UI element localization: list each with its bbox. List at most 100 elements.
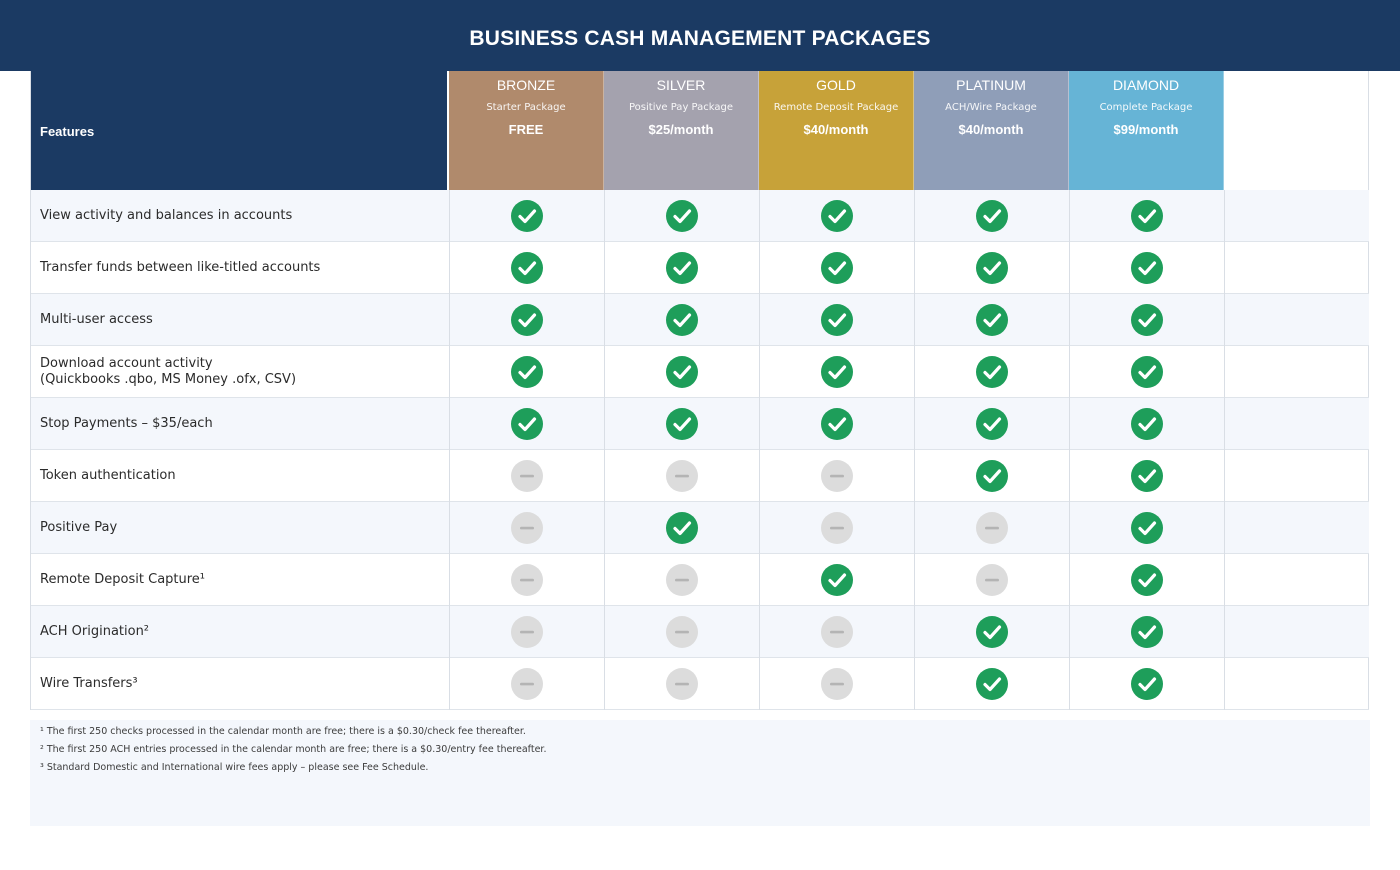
package-price: $99/month	[1113, 122, 1179, 137]
features-header-label: Features	[40, 124, 95, 139]
package-price: $40/month	[803, 122, 869, 137]
check-icon	[1130, 200, 1163, 232]
package-subtitle: ACH/Wire Package	[945, 102, 1037, 113]
not-included-icon	[975, 564, 1008, 596]
column-divider	[759, 190, 760, 710]
column-divider	[1224, 190, 1225, 710]
check-icon	[820, 304, 853, 336]
feature-label: Remote Deposit Capture¹	[40, 571, 206, 587]
not-included-icon	[665, 668, 698, 700]
not-included-icon	[510, 616, 543, 648]
package-name: SILVER	[656, 77, 706, 93]
check-icon	[975, 200, 1008, 232]
check-icon	[820, 200, 853, 232]
not-included-icon	[975, 512, 1008, 544]
column-divider	[604, 190, 605, 710]
check-icon	[665, 252, 698, 284]
table-row: Token authentication	[31, 450, 1369, 502]
check-icon	[975, 356, 1008, 388]
table-row: View activity and balances in accounts	[31, 190, 1369, 242]
package-subtitle: Complete Package	[1099, 102, 1193, 113]
package-header-gold: GOLD Remote Deposit Package $40/month	[759, 71, 914, 190]
not-included-icon	[510, 512, 543, 544]
header-divider	[447, 71, 450, 190]
check-icon	[1130, 512, 1163, 544]
check-icon	[820, 356, 853, 388]
feature-label: Transfer funds between like-titled accou…	[40, 259, 321, 275]
check-icon	[665, 200, 698, 232]
not-included-icon	[820, 512, 853, 544]
check-icon	[665, 304, 698, 336]
package-header-bronze: BRONZE Starter Package FREE	[449, 71, 604, 190]
not-included-icon	[820, 616, 853, 648]
check-icon	[510, 200, 543, 232]
check-icon	[975, 304, 1008, 336]
not-included-icon	[510, 460, 543, 492]
table-row: Download account activity (Quickbooks .q…	[31, 346, 1369, 398]
check-icon	[510, 304, 543, 336]
feature-label: ACH Origination²	[40, 623, 150, 639]
not-included-icon	[820, 460, 853, 492]
column-divider	[449, 190, 450, 710]
package-subtitle: Positive Pay Package	[629, 102, 733, 113]
not-included-icon	[510, 668, 543, 700]
check-icon	[1130, 668, 1163, 700]
footnote-1: ¹ The first 250 checks processed in the …	[40, 726, 526, 737]
not-included-icon	[665, 616, 698, 648]
check-icon	[1130, 356, 1163, 388]
check-icon	[510, 252, 543, 284]
package-subtitle: Starter Package	[486, 102, 566, 113]
feature-label: View activity and balances in accounts	[40, 207, 293, 223]
feature-label: Token authentication	[40, 467, 176, 483]
check-icon	[975, 616, 1008, 648]
check-icon	[975, 460, 1008, 492]
package-header-silver: SILVER Positive Pay Package $25/month	[604, 71, 759, 190]
package-subtitle: Remote Deposit Package	[773, 102, 899, 113]
check-icon	[1130, 460, 1163, 492]
feature-label: Stop Payments – $35/each	[40, 415, 213, 431]
package-name: BRONZE	[496, 77, 556, 93]
check-icon	[1130, 564, 1163, 596]
table-row: Multi-user access	[31, 294, 1369, 346]
feature-label: Multi-user access	[40, 311, 153, 327]
check-icon	[1130, 408, 1163, 440]
footnote-2: ² The first 250 ACH entries processed in…	[40, 744, 547, 755]
package-header-platinum: PLATINUM ACH/Wire Package $40/month	[914, 71, 1069, 190]
column-divider	[914, 190, 915, 710]
check-icon	[820, 408, 853, 440]
table-row: Stop Payments – $35/each	[31, 398, 1369, 450]
table-row: Wire Transfers³	[31, 658, 1369, 710]
footnote-3: ³ Standard Domestic and International wi…	[40, 762, 429, 773]
package-price: $25/month	[648, 122, 714, 137]
check-icon	[1130, 252, 1163, 284]
check-icon	[1130, 304, 1163, 336]
not-included-icon	[665, 564, 698, 596]
check-icon	[1130, 616, 1163, 648]
check-icon	[665, 408, 698, 440]
table-row: Remote Deposit Capture¹	[31, 554, 1369, 606]
package-price: $40/month	[958, 122, 1024, 137]
check-icon	[975, 668, 1008, 700]
check-icon	[665, 356, 698, 388]
page-title: BUSINESS CASH MANAGEMENT PACKAGES	[469, 27, 931, 50]
table-row: ACH Origination²	[31, 606, 1369, 658]
package-name: GOLD	[816, 77, 856, 93]
not-included-icon	[665, 460, 698, 492]
check-icon	[975, 252, 1008, 284]
package-name: DIAMOND	[1112, 77, 1180, 93]
feature-label: Positive Pay	[40, 519, 118, 535]
column-divider	[1069, 190, 1070, 710]
package-price: FREE	[508, 122, 544, 137]
footnotes-panel: ¹ The first 250 checks processed in the …	[30, 720, 1370, 826]
check-icon	[665, 512, 698, 544]
table-row: Transfer funds between like-titled accou…	[31, 242, 1369, 294]
feature-label: Download account activity (Quickbooks .q…	[40, 355, 297, 387]
title-banner	[0, 0, 1400, 71]
check-icon	[510, 356, 543, 388]
check-icon	[820, 252, 853, 284]
check-icon	[820, 564, 853, 596]
check-icon	[975, 408, 1008, 440]
features-header-cell	[31, 71, 447, 190]
check-icon	[510, 408, 543, 440]
table-row: Positive Pay	[31, 502, 1369, 554]
